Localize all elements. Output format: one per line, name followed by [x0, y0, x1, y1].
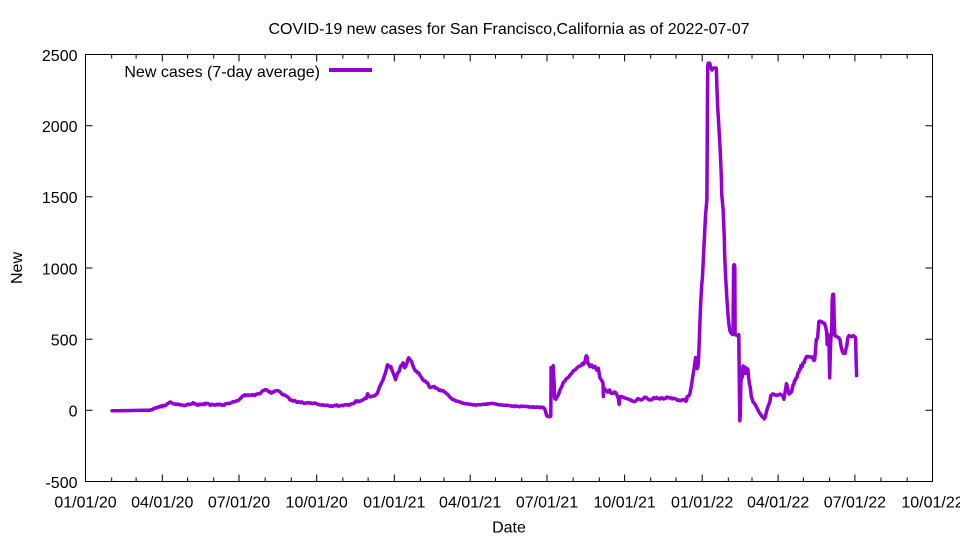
svg-text:07/01/22: 07/01/22 [824, 495, 886, 512]
svg-text:0: 0 [69, 404, 78, 421]
svg-text:2500: 2500 [42, 48, 78, 65]
svg-text:New: New [9, 252, 26, 284]
svg-text:COVID-19 new cases for San Fra: COVID-19 new cases for San Francisco,Cal… [268, 21, 749, 38]
svg-text:04/01/21: 04/01/21 [439, 495, 501, 512]
svg-text:04/01/20: 04/01/20 [131, 495, 193, 512]
svg-text:04/01/22: 04/01/22 [747, 495, 809, 512]
svg-text:07/01/21: 07/01/21 [516, 495, 578, 512]
svg-text:01/01/22: 01/01/22 [671, 495, 733, 512]
svg-text:10/01/21: 10/01/21 [593, 495, 655, 512]
svg-text:01/01/21: 01/01/21 [363, 495, 425, 512]
svg-text:500: 500 [51, 333, 78, 350]
svg-text:07/01/20: 07/01/20 [208, 495, 270, 512]
svg-text:10/01/20: 10/01/20 [286, 495, 348, 512]
svg-text:10/01/22: 10/01/22 [901, 495, 960, 512]
svg-text:1000: 1000 [42, 261, 78, 278]
svg-text:01/01/20: 01/01/20 [54, 495, 116, 512]
svg-text:New cases (7-day average): New cases (7-day average) [124, 64, 320, 81]
svg-text:-500: -500 [45, 475, 77, 492]
svg-text:2000: 2000 [42, 119, 78, 136]
svg-text:Date: Date [492, 520, 526, 537]
svg-text:1500: 1500 [42, 190, 78, 207]
